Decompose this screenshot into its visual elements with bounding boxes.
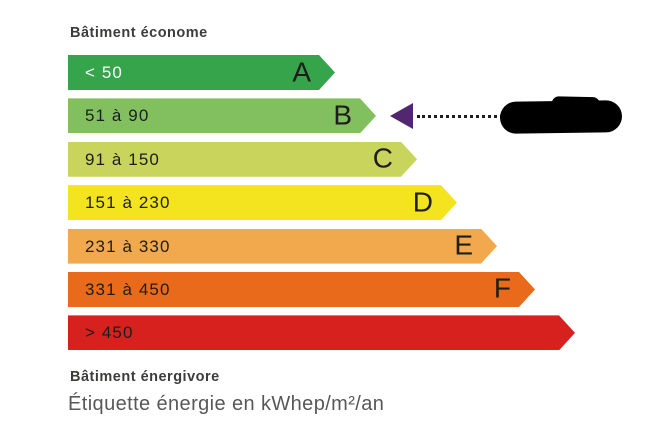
scale-economical-label: Bâtiment économe xyxy=(70,25,208,41)
class-range-label: 151 à 230 xyxy=(85,193,171,213)
energy-class-scale: < 50 A 51 à 90 B 91 à 150 C 151 à 230 D xyxy=(68,55,575,359)
energy-class-bar: 151 à 230 D xyxy=(68,185,457,220)
class-letter: D xyxy=(412,186,433,218)
energy-class-row-g: > 450 xyxy=(68,315,575,350)
class-letter: C xyxy=(372,142,393,174)
energy-class-row-c: 91 à 150 C xyxy=(68,142,575,177)
class-range-label: < 50 xyxy=(85,63,123,82)
energy-class-bar: 231 à 330 E xyxy=(68,229,497,264)
energy-class-bar: < 50 A xyxy=(68,55,335,90)
energy-class-row-d: 151 à 230 D xyxy=(68,185,575,220)
energy-class-bar: 331 à 450 F xyxy=(68,272,535,307)
energy-class-row-b: 51 à 90 B xyxy=(68,98,575,133)
class-range-label: > 450 xyxy=(85,323,134,343)
class-range-label: 51 à 90 xyxy=(85,106,150,126)
class-range-label: 331 à 450 xyxy=(85,279,171,299)
class-letter: F xyxy=(493,272,511,304)
energy-class-bar: 91 à 150 C xyxy=(68,142,417,177)
dotted-connector-line xyxy=(417,115,503,118)
energy-class-bar: > 450 xyxy=(68,315,575,350)
energy-class-row-a: < 50 A xyxy=(68,55,575,90)
label-caption: Étiquette énergie en kWhep/m²/an xyxy=(68,393,385,415)
redacted-value-blob xyxy=(499,100,623,134)
class-letter: A xyxy=(292,55,311,87)
class-letter: E xyxy=(454,229,473,261)
energy-class-row-e: 231 à 330 E xyxy=(68,229,575,264)
class-range-label: 91 à 150 xyxy=(85,149,160,169)
energy-class-bar: 51 à 90 B xyxy=(68,98,376,133)
scale-energivore-label: Bâtiment énergivore xyxy=(70,369,220,385)
class-letter: B xyxy=(333,99,352,131)
energy-class-row-f: 331 à 450 F xyxy=(68,272,575,307)
class-range-label: 231 à 330 xyxy=(85,236,171,256)
